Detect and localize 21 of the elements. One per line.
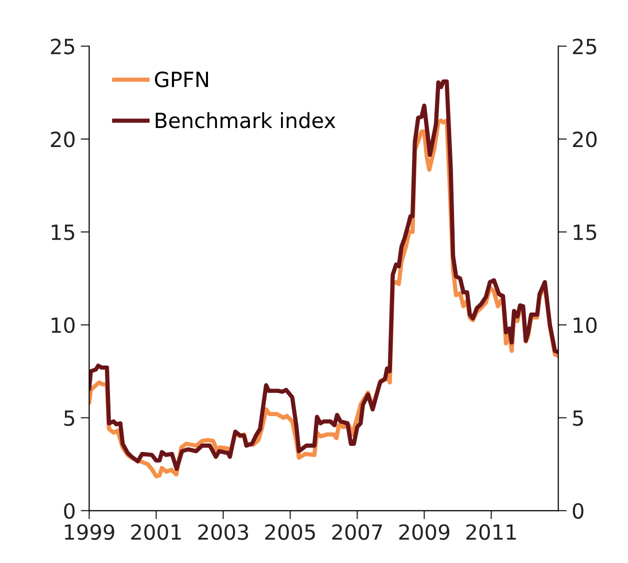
x-tick-label: 2003 (198, 524, 248, 540)
y-tick-label: 20 (51, 132, 75, 148)
x-tick-label: 1999 (64, 524, 114, 540)
y2-tick-label: 10 (574, 317, 597, 334)
y2-tick-label: 0 (572, 503, 584, 519)
legend-label: Benchmark index (156, 112, 336, 128)
x-tick-label: 2005 (265, 524, 315, 540)
x-tick-label: 2001 (131, 524, 181, 540)
y-tick-label: 10 (52, 317, 75, 334)
x-tick-label: 2011 (466, 524, 516, 540)
y2-tick-label: 20 (573, 132, 597, 148)
y2-tick-label: 15 (574, 224, 596, 240)
y-tick-label: 0 (64, 503, 75, 519)
y-tick-label: 15 (52, 224, 74, 240)
legend-label: GPFN (154, 72, 208, 88)
x-tick-label: 2009 (399, 524, 450, 540)
x-tick-label: 2007 (332, 524, 382, 540)
y-tick-label: 5 (64, 410, 74, 426)
y-tick-label: 25 (51, 38, 74, 54)
y2-tick-label: 5 (573, 410, 583, 426)
y2-tick-label: 25 (573, 38, 596, 54)
